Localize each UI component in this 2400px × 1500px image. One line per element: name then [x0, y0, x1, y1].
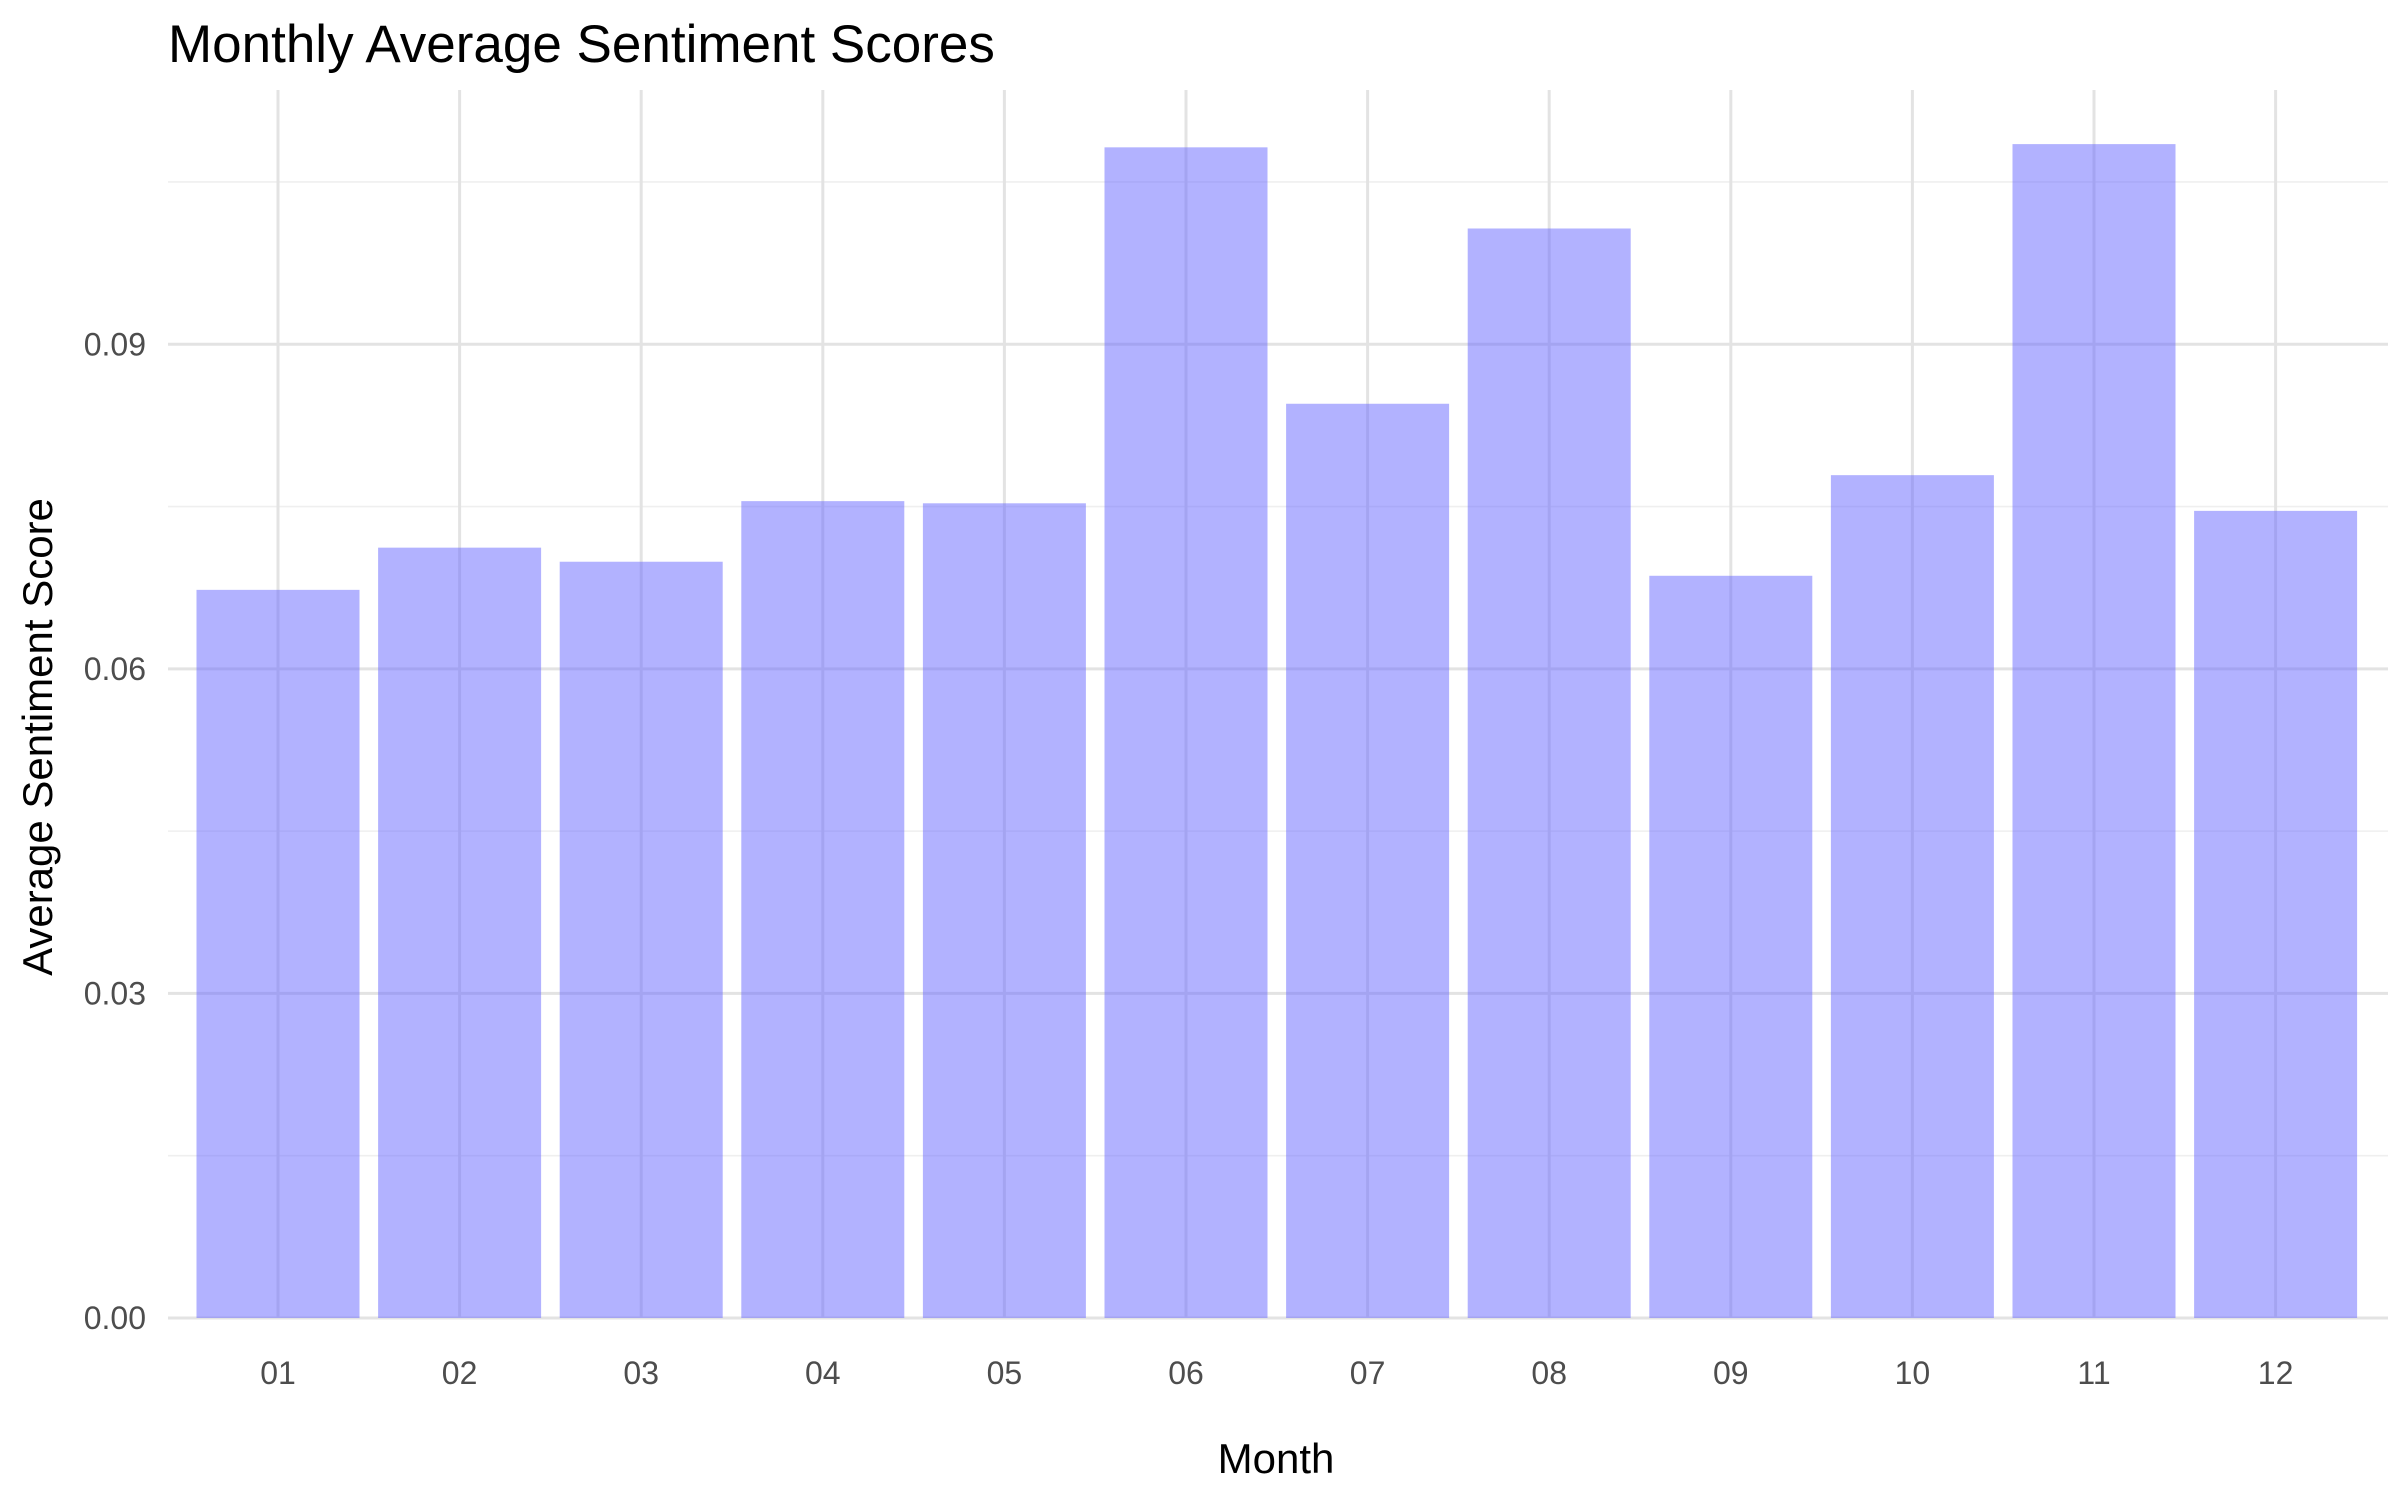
x-tick-label: 12	[2258, 1355, 2294, 1391]
bar	[1830, 475, 1994, 1318]
x-tick-label: 06	[1168, 1355, 1204, 1391]
x-tick-label: 04	[805, 1355, 841, 1391]
x-tick-label: 01	[260, 1355, 296, 1391]
bar	[1286, 403, 1450, 1319]
y-axis-title: Average Sentiment Score	[14, 498, 61, 976]
bar	[2012, 144, 2176, 1318]
y-tick-label: 0.03	[84, 975, 146, 1011]
bar	[922, 503, 1086, 1319]
bar	[1649, 575, 1813, 1318]
x-axis-tick-labels: 01 02 03 04 05 06 07 08 09 10 11 12	[260, 1355, 2293, 1391]
bar	[196, 589, 360, 1318]
y-tick-label: 0.06	[84, 651, 146, 687]
bar	[1104, 147, 1268, 1318]
chart-title: Monthly Average Sentiment Scores	[168, 15, 995, 74]
x-tick-label: 10	[1895, 1355, 1931, 1391]
x-tick-label: 09	[1713, 1355, 1749, 1391]
bar	[741, 501, 905, 1318]
bar	[378, 547, 542, 1318]
y-axis-tick-labels: 0.00 0.03 0.06 0.09	[84, 326, 146, 1336]
x-tick-label: 03	[623, 1355, 659, 1391]
x-tick-label: 02	[442, 1355, 478, 1391]
bars	[196, 144, 2358, 1319]
bar	[2194, 510, 2358, 1318]
x-tick-label: 07	[1350, 1355, 1386, 1391]
x-tick-label: 05	[987, 1355, 1023, 1391]
x-tick-label: 08	[1531, 1355, 1567, 1391]
x-axis-title: Month	[1218, 1435, 1335, 1482]
y-tick-label: 0.09	[84, 326, 146, 362]
x-tick-label: 11	[2077, 1355, 2110, 1391]
bar	[559, 561, 723, 1318]
y-tick-label: 0.00	[84, 1300, 146, 1336]
bar	[1467, 228, 1631, 1319]
